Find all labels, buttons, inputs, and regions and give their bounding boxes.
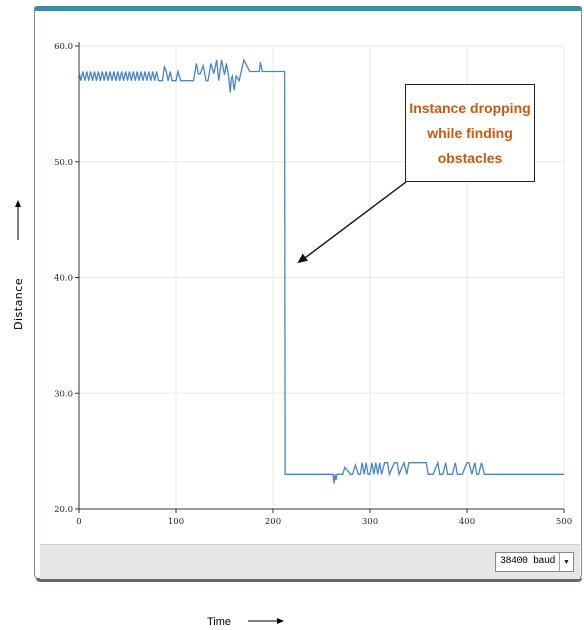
annotation-arrow: [297, 181, 407, 264]
grid-lines: [79, 45, 565, 509]
y-tick-label: 60.0: [54, 42, 73, 52]
y-tick-label: 30.0: [54, 389, 73, 399]
x-tick-label: 400: [459, 517, 475, 527]
annotation-callout: Instance dropping while finding obstacle…: [405, 84, 535, 182]
annotation-arrow-head: [297, 253, 309, 264]
x-tick-label: 500: [556, 517, 572, 527]
x-tick-label: 0: [76, 517, 81, 527]
y-tick-label: 50.0: [54, 158, 73, 168]
chevron-down-icon[interactable]: ▼: [559, 553, 573, 571]
axes: [75, 42, 565, 513]
annotation-line-1: Instance dropping: [409, 99, 531, 116]
xlabel-arrow-head: [277, 618, 284, 624]
y-tick-label: 20.0: [54, 505, 73, 515]
annotation-line-3: obstacles: [437, 149, 503, 166]
baud-rate-select[interactable]: 38400 baud ▼: [494, 552, 574, 572]
xlabel: Time: [207, 616, 231, 628]
x-tick-label: 200: [265, 517, 281, 527]
axis-titles: Distance Time: [12, 200, 284, 628]
annotation-arrow-shaft: [302, 181, 407, 260]
ylabel: Distance: [12, 278, 25, 330]
tick-labels: 0 100 200 300 400 500 20.0 30.0 40.0 50.0 60.0: [54, 42, 572, 527]
x-tick-label: 300: [362, 517, 378, 527]
y-tick-label: 40.0: [54, 274, 73, 284]
window-shadow: [36, 578, 582, 582]
baud-rate-label: 38400 baud: [499, 556, 556, 567]
x-tick-label: 100: [168, 517, 184, 527]
annotation-line-2: while finding: [427, 124, 513, 141]
ylabel-arrow-head: [15, 200, 21, 207]
status-bar: 38400 baud ▼: [40, 544, 580, 579]
ylabel-group: Distance: [12, 200, 25, 330]
distance-series-line: [78, 57, 564, 484]
